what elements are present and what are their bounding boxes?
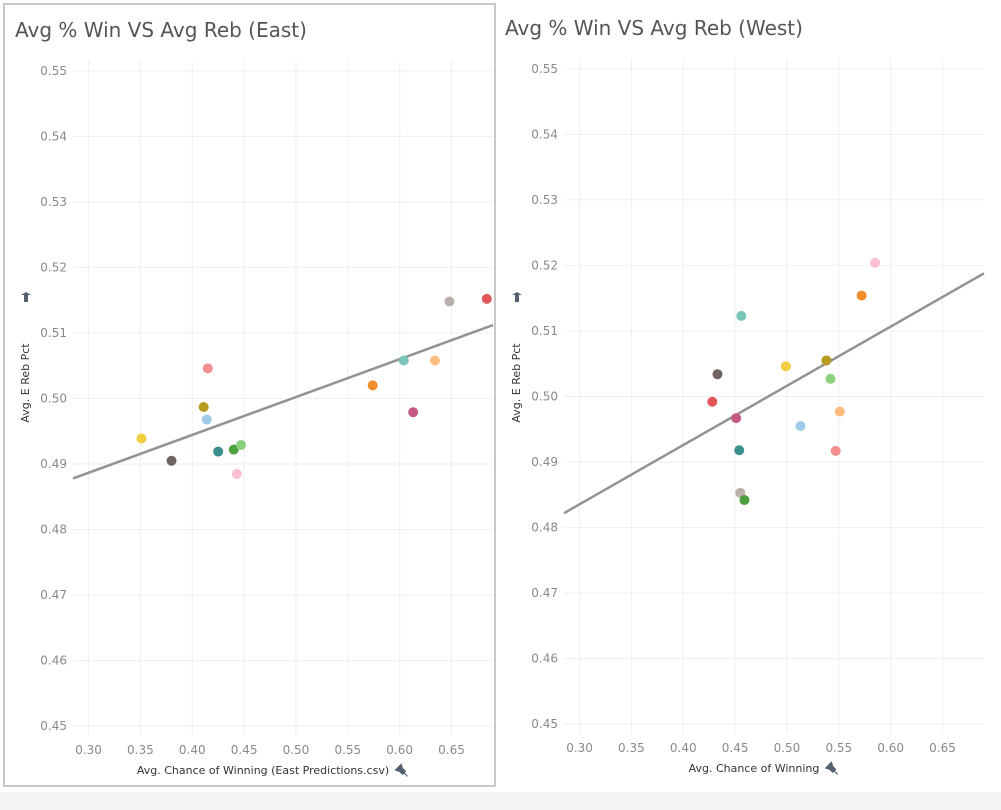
data-point[interactable] <box>198 402 209 413</box>
x-tick-label: 0.40 <box>179 743 206 757</box>
y-tick-label: 0.49 <box>40 457 67 471</box>
data-point[interactable] <box>228 444 239 455</box>
x-tick-label: 0.35 <box>618 741 645 755</box>
data-point[interactable] <box>870 257 881 268</box>
y-tick-label: 0.48 <box>40 523 67 537</box>
data-point[interactable] <box>429 355 440 366</box>
gridlines <box>564 59 984 734</box>
data-point[interactable] <box>830 445 841 456</box>
data-point[interactable] <box>398 355 409 366</box>
y-tick-label: 0.48 <box>531 521 558 535</box>
y-tick-label: 0.45 <box>40 719 67 733</box>
data-point[interactable] <box>201 414 212 425</box>
y-tick-label: 0.50 <box>531 390 558 404</box>
y-tick-label: 0.49 <box>531 455 558 469</box>
x-tick-label: 0.35 <box>127 743 154 757</box>
scatter-plot-west[interactable]: 0.30 0.35 0.40 0.45 0.50 0.55 0.60 0.65 0.45 0.46… <box>499 3 1001 787</box>
data-point[interactable] <box>166 455 177 466</box>
data-point[interactable] <box>731 413 742 424</box>
x-tick-label: 0.65 <box>438 743 465 757</box>
x-tick-label: 0.60 <box>877 741 904 755</box>
y-tick-label: 0.46 <box>40 654 67 668</box>
x-tick-label: 0.45 <box>231 743 258 757</box>
data-point[interactable] <box>736 310 747 321</box>
data-point[interactable] <box>734 445 745 456</box>
y-tick-label: 0.45 <box>531 717 558 731</box>
x-tick-label: 0.40 <box>670 741 697 755</box>
x-axis-title: Avg. Chance of Winning <box>689 762 820 775</box>
y-tick-label: 0.46 <box>531 652 558 666</box>
chart-panel-east: Avg % Win VS Avg Reb (East) 0.30 0.35 0.40… <box>3 3 496 787</box>
chart-title-east: Avg % Win VS Avg Reb (East) <box>15 18 307 42</box>
y-axis-title: Avg. E Reb Pct <box>19 343 32 423</box>
data-point[interactable] <box>202 363 213 374</box>
y-tick-label: 0.53 <box>40 195 67 209</box>
pin-icon[interactable] <box>21 292 31 304</box>
data-point[interactable] <box>136 433 147 444</box>
y-tick-label: 0.47 <box>40 588 67 602</box>
data-point[interactable] <box>481 293 492 304</box>
pin-icon[interactable] <box>394 763 410 779</box>
scatter-plot-east[interactable]: 0.30 0.35 0.40 0.45 0.50 0.55 0.60 0.65 0.45 0.46… <box>5 5 498 789</box>
y-tick-label: 0.53 <box>531 193 558 207</box>
data-point[interactable] <box>707 396 718 407</box>
y-tick-label: 0.52 <box>40 260 67 274</box>
data-point[interactable] <box>712 369 723 380</box>
footer-strip <box>0 792 1001 810</box>
y-tick-label: 0.55 <box>531 62 558 76</box>
data-point[interactable] <box>444 296 455 307</box>
data-point[interactable] <box>856 290 867 301</box>
trend-line[interactable] <box>563 272 985 515</box>
pin-icon[interactable] <box>824 761 841 777</box>
pin-shape <box>512 292 522 304</box>
pin-icon[interactable] <box>512 292 522 304</box>
chart-title-west: Avg % Win VS Avg Reb (West) <box>505 16 803 40</box>
x-tick-label: 0.55 <box>334 743 361 757</box>
data-point[interactable] <box>231 468 242 479</box>
pin-shape <box>824 761 839 775</box>
y-tick-label: 0.55 <box>40 64 67 78</box>
data-point[interactable] <box>236 440 246 451</box>
gridlines <box>73 61 493 736</box>
y-axis-title: Avg. E Reb Pct <box>510 343 523 423</box>
data-point[interactable] <box>367 380 378 391</box>
x-tick-label: 0.50 <box>283 743 310 757</box>
trend-line[interactable] <box>72 323 494 480</box>
chart-panel-west: Avg % Win VS Avg Reb (West) 0.30 0.35 0.40… <box>499 3 1001 787</box>
data-point[interactable] <box>795 420 806 431</box>
y-tick-label: 0.47 <box>531 586 558 600</box>
y-tick-label: 0.54 <box>40 129 67 143</box>
x-tick-label: 0.45 <box>722 741 749 755</box>
x-tick-label: 0.30 <box>566 741 593 755</box>
x-tick-label: 0.60 <box>386 743 413 757</box>
data-point[interactable] <box>739 495 750 506</box>
x-tick-label: 0.65 <box>929 741 956 755</box>
x-tick-label: 0.55 <box>825 741 852 755</box>
y-tick-label: 0.51 <box>531 324 558 338</box>
data-point[interactable] <box>834 406 845 417</box>
pin-shape <box>394 763 408 777</box>
y-tick-label: 0.52 <box>531 258 558 272</box>
data-point[interactable] <box>213 446 224 457</box>
data-point[interactable] <box>408 407 419 418</box>
x-tick-label: 0.30 <box>75 743 102 757</box>
data-point[interactable] <box>825 373 836 384</box>
data-point[interactable] <box>780 361 791 372</box>
x-tick-label: 0.50 <box>774 741 801 755</box>
pin-shape <box>21 292 31 304</box>
y-tick-label: 0.51 <box>40 326 67 340</box>
x-axis-title: Avg. Chance of Winning (East Predictions… <box>137 764 389 777</box>
data-point[interactable] <box>821 355 832 366</box>
y-tick-label: 0.54 <box>531 127 558 141</box>
y-tick-label: 0.50 <box>40 392 67 406</box>
